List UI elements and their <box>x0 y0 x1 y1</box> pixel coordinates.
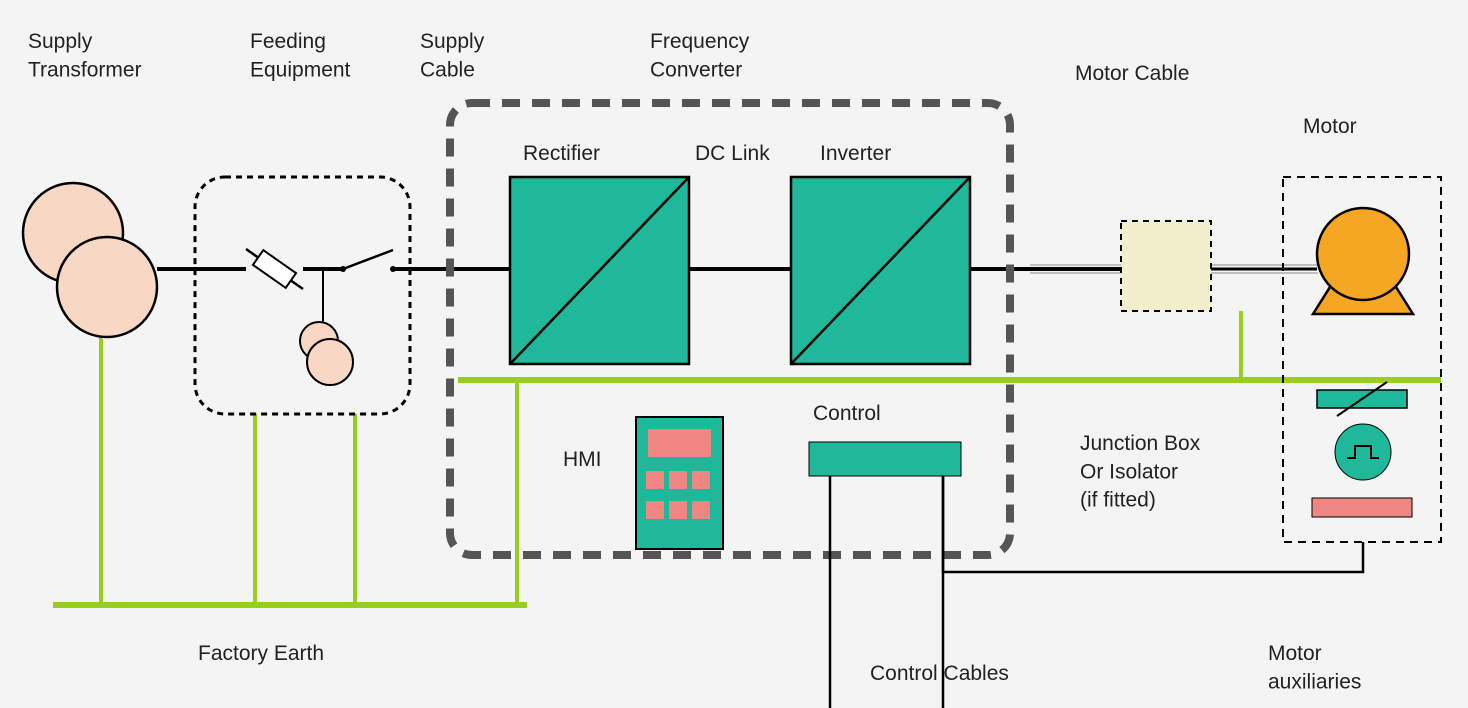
motor-aux-thermal <box>1312 498 1412 517</box>
label-hmi: HMI <box>563 448 602 471</box>
hmi-key <box>646 501 664 519</box>
svg-text:Rectifier: Rectifier <box>523 142 600 165</box>
label-control-cables: Control Cables <box>870 662 1009 685</box>
coil-2 <box>307 339 353 385</box>
svg-text:Transformer: Transformer <box>28 58 142 81</box>
hmi-screen <box>648 429 711 457</box>
motor-body <box>1317 208 1409 300</box>
svg-text:HMI: HMI <box>563 448 602 471</box>
svg-text:Frequency: Frequency <box>650 30 750 53</box>
label-motor-cable: Motor Cable <box>1075 62 1189 85</box>
hmi-key <box>669 501 687 519</box>
svg-text:auxiliaries: auxiliaries <box>1268 670 1361 693</box>
switch-contact <box>390 266 396 272</box>
hmi-key <box>692 471 710 489</box>
svg-text:Supply: Supply <box>28 30 93 53</box>
svg-text:DC Link: DC Link <box>695 142 770 165</box>
motor-aux-encoder <box>1335 424 1391 480</box>
transformer-secondary <box>57 237 157 337</box>
label-factory-earth: Factory Earth <box>198 642 324 665</box>
svg-text:Equipment: Equipment <box>250 58 351 81</box>
svg-text:Supply: Supply <box>420 30 485 53</box>
svg-text:Motor Cable: Motor Cable <box>1075 62 1189 85</box>
label-inverter: Inverter <box>820 142 891 165</box>
hmi-key <box>646 471 664 489</box>
label-dclink: DC Link <box>695 142 770 165</box>
label-motor: Motor <box>1303 115 1357 138</box>
svg-text:(if fitted): (if fitted) <box>1080 489 1156 512</box>
label-rectifier: Rectifier <box>523 142 600 165</box>
label-control: Control <box>813 402 881 425</box>
svg-text:Control Cables: Control Cables <box>870 662 1009 685</box>
canvas-bg <box>0 0 1468 708</box>
svg-text:Feeding: Feeding <box>250 30 326 53</box>
svg-text:Control: Control <box>813 402 881 425</box>
svg-text:Motor: Motor <box>1268 642 1322 665</box>
svg-text:Or Isolator: Or Isolator <box>1080 460 1178 483</box>
hmi-key <box>692 501 710 519</box>
svg-text:Converter: Converter <box>650 58 742 81</box>
svg-text:Motor: Motor <box>1303 115 1357 138</box>
junction-box <box>1121 221 1211 311</box>
svg-text:Junction Box: Junction Box <box>1080 432 1201 455</box>
svg-text:Cable: Cable <box>420 58 475 81</box>
svg-text:Inverter: Inverter <box>820 142 891 165</box>
svg-text:Factory Earth: Factory Earth <box>198 642 324 665</box>
control-box <box>809 442 961 476</box>
hmi-key <box>669 471 687 489</box>
